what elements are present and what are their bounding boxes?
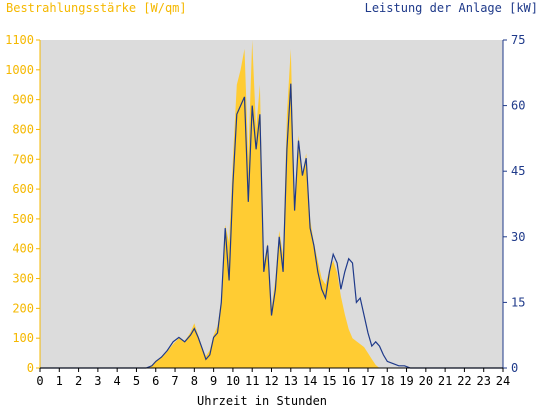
x-tick-label: 18 [380, 374, 394, 388]
left-tick-label: 1000 [5, 63, 34, 77]
left-tick-label: 0 [27, 361, 34, 375]
left-tick-label: 400 [12, 242, 34, 256]
left-axis-title: Bestrahlungsstärke [W/qm] [6, 1, 187, 15]
x-tick-label: 0 [36, 374, 43, 388]
left-tick-label: 700 [12, 152, 34, 166]
x-tick-label: 24 [496, 374, 510, 388]
left-tick-label: 200 [12, 301, 34, 315]
x-tick-label: 11 [245, 374, 259, 388]
x-tick-label: 15 [322, 374, 336, 388]
x-tick-label: 10 [226, 374, 240, 388]
left-tick-label: 100 [12, 331, 34, 345]
left-tick-label: 800 [12, 122, 34, 136]
x-tick-label: 1 [56, 374, 63, 388]
left-tick-label: 900 [12, 93, 34, 107]
x-tick-label: 9 [210, 374, 217, 388]
right-axis-title: Leistung der Anlage [kW] [365, 1, 538, 15]
x-tick-label: 12 [264, 374, 278, 388]
x-tick-label: 5 [133, 374, 140, 388]
power-line [40, 83, 503, 369]
x-axis-label: Uhrzeit in Stunden [197, 394, 327, 408]
x-tick-label: 22 [457, 374, 471, 388]
x-tick-label: 13 [284, 374, 298, 388]
x-tick-label: 21 [438, 374, 452, 388]
x-tick-label: 16 [341, 374, 355, 388]
right-tick-label: 15 [511, 295, 525, 309]
x-tick-label: 14 [303, 374, 317, 388]
x-tick-label: 19 [399, 374, 413, 388]
x-tick-label: 23 [476, 374, 490, 388]
right-tick-label: 0 [511, 361, 518, 375]
x-tick-label: 8 [191, 374, 198, 388]
left-tick-label: 600 [12, 182, 34, 196]
left-tick-label: 1100 [5, 33, 34, 47]
x-tick-label: 3 [94, 374, 101, 388]
right-tick-label: 45 [511, 164, 525, 178]
left-tick-label: 300 [12, 272, 34, 286]
x-tick-label: 6 [152, 374, 159, 388]
x-tick-label: 4 [114, 374, 121, 388]
left-tick-label: 500 [12, 212, 34, 226]
x-tick-label: 17 [361, 374, 375, 388]
right-tick-label: 75 [511, 33, 525, 47]
right-tick-label: 60 [511, 99, 525, 113]
x-tick-label: 20 [419, 374, 433, 388]
x-tick-label: 7 [171, 374, 178, 388]
x-tick-label: 2 [75, 374, 82, 388]
right-tick-label: 30 [511, 230, 525, 244]
